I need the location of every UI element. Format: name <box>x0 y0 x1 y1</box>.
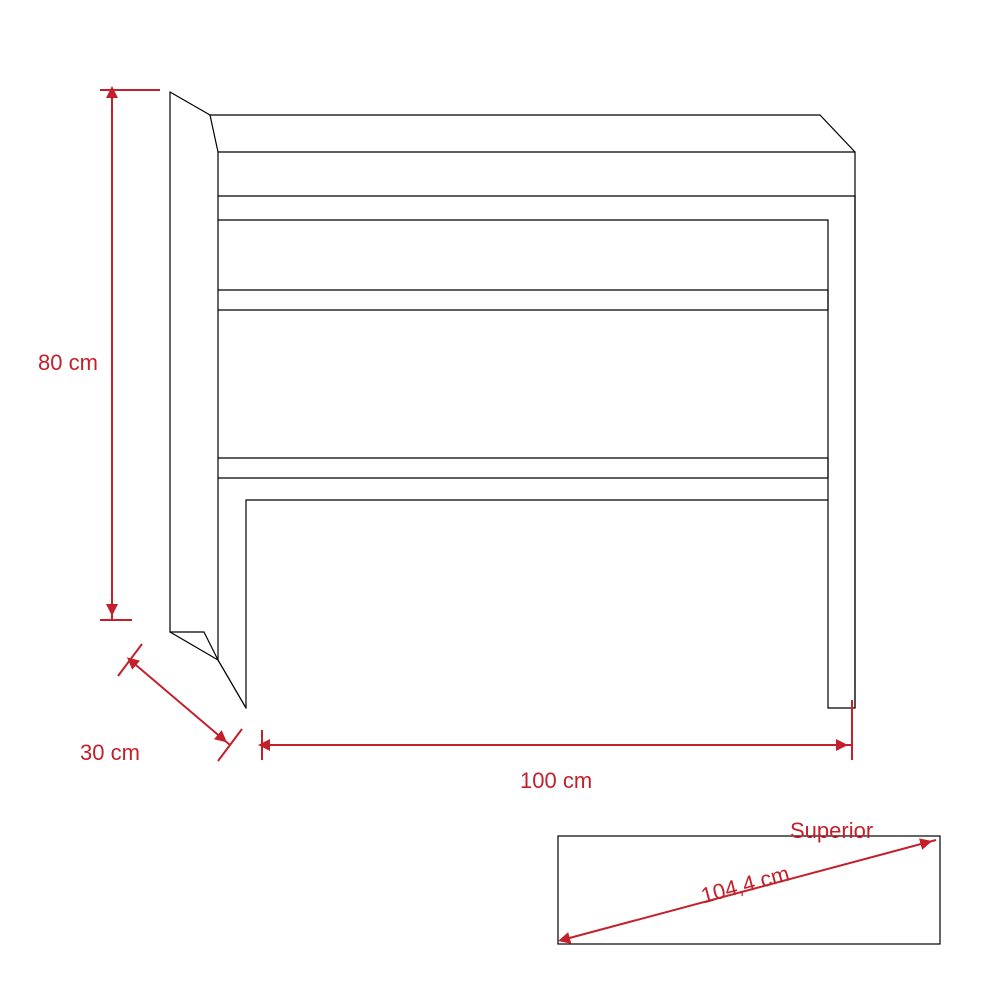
diagram-svg <box>0 0 1000 1000</box>
dim-width-label: 100 cm <box>520 768 592 794</box>
dim-height-label: 80 cm <box>38 350 98 376</box>
superior-title: Superior <box>790 818 873 844</box>
dim-depth-label: 30 cm <box>80 740 140 766</box>
